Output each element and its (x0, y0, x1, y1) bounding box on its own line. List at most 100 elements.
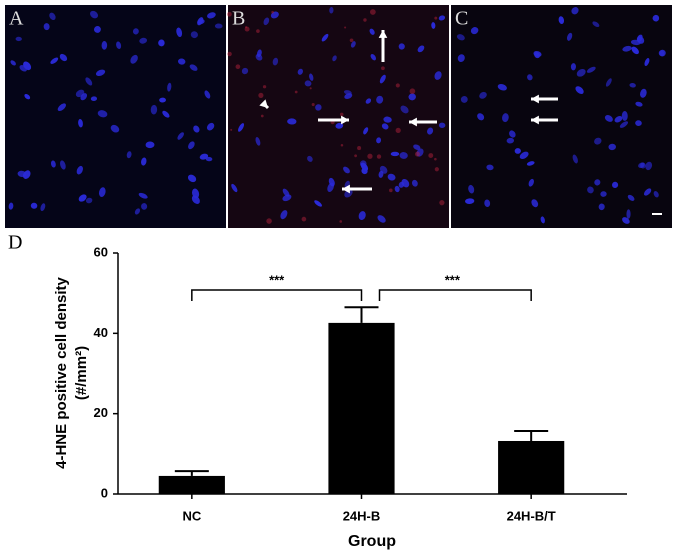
stain (311, 103, 315, 107)
nucleus (350, 41, 356, 48)
stain (428, 153, 434, 158)
nucleus (263, 17, 270, 26)
nucleus (50, 160, 56, 168)
nucleus (379, 165, 388, 174)
stain (434, 167, 439, 172)
nucleus (90, 96, 98, 102)
nucleus (533, 50, 542, 57)
nucleus (383, 116, 392, 123)
nucleus (282, 194, 292, 202)
stain (309, 87, 312, 90)
nucleus (361, 167, 368, 175)
nucleus (531, 199, 539, 208)
nucleus (608, 143, 616, 151)
nucleus (132, 28, 139, 35)
stain (235, 64, 241, 70)
nucleus (76, 165, 83, 175)
stain (340, 144, 344, 147)
nucleus (22, 170, 31, 179)
nucleus (390, 151, 400, 157)
nucleus (527, 74, 533, 81)
nucleus (438, 122, 446, 129)
stain (395, 83, 400, 88)
nucleus (614, 116, 623, 123)
nucleus (600, 191, 607, 197)
nucleus (238, 123, 245, 132)
nucleus (359, 160, 367, 168)
nucleus (190, 31, 198, 39)
nucleus (637, 36, 645, 44)
nucleus (60, 160, 66, 170)
nucleus (327, 182, 335, 193)
significance-bracket (191, 289, 363, 301)
stain (395, 127, 401, 133)
nucleus (193, 125, 200, 133)
nucleus (398, 43, 405, 50)
nucleus (592, 21, 600, 28)
bar (498, 440, 565, 494)
nucleus (43, 23, 50, 31)
nucleus (189, 64, 198, 71)
nucleus (15, 36, 22, 42)
stain (271, 10, 274, 14)
nucleus (206, 122, 215, 131)
bar (328, 322, 395, 494)
x-tick-label: 24H-B (343, 508, 381, 523)
nucleus (50, 57, 59, 64)
nucleus (40, 203, 46, 212)
stain (294, 90, 298, 94)
arrow-head (531, 94, 539, 104)
nucleus (159, 97, 166, 103)
stain (357, 146, 362, 151)
nucleus (363, 127, 369, 135)
y-tick-label: 60 (94, 244, 108, 259)
nucleus (387, 173, 396, 181)
significance-label: *** (269, 272, 285, 287)
panel-label: C (455, 8, 468, 30)
nucleus (369, 28, 375, 35)
y-axis-label: 4-HNE positive cell density (53, 276, 70, 468)
stain (354, 154, 358, 158)
nucleus (575, 86, 584, 94)
nucleus (631, 46, 639, 55)
nucleus (506, 137, 514, 144)
stain (339, 220, 343, 223)
stain (414, 151, 420, 157)
stain (344, 26, 347, 29)
nucleus (255, 53, 263, 61)
nucleus (381, 123, 389, 130)
nucleus (427, 127, 434, 135)
nucleus (78, 194, 87, 202)
stain (301, 216, 307, 222)
nucleus (377, 215, 386, 223)
nucleus (177, 132, 184, 140)
arrow-head (409, 117, 417, 127)
nucleus (145, 141, 155, 149)
nucleus (358, 211, 366, 221)
nucleus (509, 130, 516, 138)
nucleus (438, 15, 446, 21)
nucleus (519, 151, 529, 160)
nucleus (204, 90, 211, 99)
nucleus (134, 208, 141, 215)
nucleus (587, 186, 594, 194)
nucleus (457, 54, 465, 62)
nucleus (619, 121, 629, 128)
nucleus (78, 119, 83, 128)
nucleus (101, 41, 108, 50)
nucleus (297, 68, 303, 75)
nucleus (598, 203, 605, 211)
nucleus (477, 113, 485, 121)
nucleus (460, 95, 468, 103)
nucleus (566, 32, 573, 41)
nucleus (30, 202, 38, 209)
nucleus (622, 45, 632, 52)
stain (339, 112, 344, 117)
stain (258, 92, 264, 98)
nucleus (400, 105, 409, 114)
arrow-head (378, 30, 388, 38)
nucleus (315, 104, 322, 111)
stain (367, 153, 373, 159)
nucleus (59, 53, 68, 62)
nucleus (162, 110, 170, 118)
